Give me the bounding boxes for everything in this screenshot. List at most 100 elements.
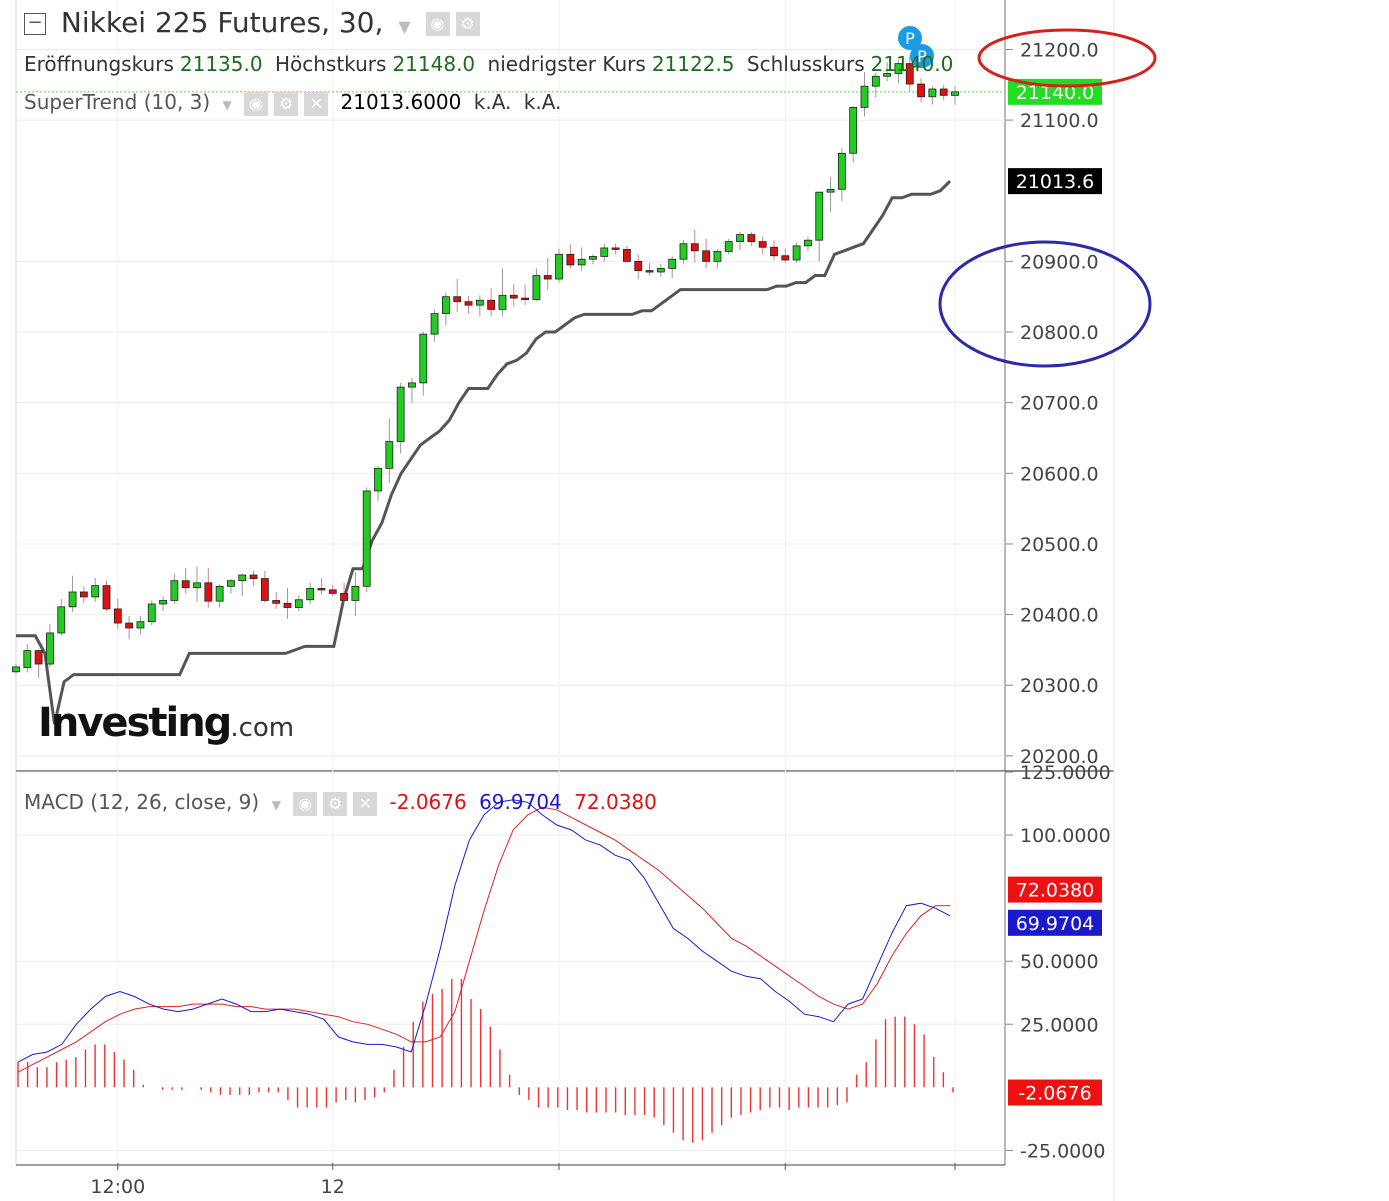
supertrend-line [16, 180, 952, 725]
annotation-ellipse-red [977, 28, 1157, 88]
macd-tick-label: 25.0000 [1020, 1014, 1099, 1036]
low-value: 21122.5 [651, 52, 735, 76]
candle-body [317, 588, 326, 591]
eye-icon[interactable]: ◉ [244, 91, 269, 116]
candle-body [113, 608, 122, 624]
candle-body [532, 275, 541, 300]
candle-body [792, 245, 801, 261]
supertrend-legend: SuperTrend (10, 3) ▼ ◉ ⚙ ✕ 21013.6000 k.A.… [24, 90, 567, 116]
candle-body [679, 243, 688, 260]
candle-body [600, 247, 609, 257]
high-value: 21148.0 [392, 52, 476, 76]
candle-body [362, 490, 371, 587]
candle-body [815, 191, 824, 241]
candle-body [215, 585, 224, 602]
macd-badge-bg [1008, 876, 1102, 903]
gear-icon[interactable]: ⚙ [274, 91, 299, 116]
supertrend-na-2: k.A. [523, 90, 562, 114]
candle-body [690, 243, 699, 252]
marker-circle [898, 26, 922, 50]
candle-body [79, 591, 88, 598]
candle-body [283, 602, 292, 608]
macd-tick-label: 100.0000 [1020, 825, 1111, 847]
logo-suffix: .com [230, 713, 295, 743]
candle-body [770, 246, 778, 257]
candle-body [125, 622, 134, 629]
candle-body [204, 582, 213, 602]
candle-body [272, 600, 281, 604]
macd-tick-label: 50.0000 [1020, 951, 1099, 973]
candle-body [577, 258, 586, 266]
candle-body [249, 574, 258, 579]
candle-body [46, 632, 54, 665]
candle-body [193, 582, 201, 589]
close-icon[interactable]: ✕ [304, 91, 329, 116]
gear-icon[interactable]: ⚙ [323, 791, 348, 816]
macd-badge-bg [1008, 1079, 1102, 1106]
candle-body [385, 441, 394, 469]
candle-body [928, 88, 937, 98]
candle-body [498, 294, 507, 310]
close-icon[interactable]: ✕ [353, 791, 378, 816]
price-tick-label: 20200.0 [1020, 746, 1099, 768]
candle-body [668, 258, 677, 269]
price-tick-label: 21200.0 [1020, 39, 1099, 61]
logo-name: Investing [38, 700, 232, 746]
macd-signal-value: 72.0380 [574, 790, 657, 814]
candle-body [951, 91, 959, 96]
candle-body [374, 467, 382, 492]
supertrend-na-1: k.A. [473, 90, 512, 114]
candle-body [91, 585, 100, 598]
eye-icon[interactable]: ◉ [425, 12, 450, 36]
gear-icon[interactable]: ⚙ [455, 12, 480, 36]
candle-body [917, 83, 925, 98]
supertrend-badge-bg [1008, 168, 1102, 195]
candle-body [487, 299, 496, 310]
candle-body [543, 275, 552, 280]
candle-body [758, 241, 767, 248]
candle-body [555, 253, 563, 280]
chevron-down-icon[interactable]: ▼ [271, 798, 281, 812]
candle-body [656, 268, 665, 273]
candle-body [23, 650, 32, 668]
macd-tick-label: 125.0000 [1020, 762, 1111, 784]
eye-icon[interactable]: ◉ [293, 791, 318, 816]
candle-body [713, 251, 722, 262]
price-tick-label: 20900.0 [1020, 251, 1099, 273]
candle-body [645, 270, 654, 273]
annotation-ellipse-blue [938, 240, 1152, 368]
macd-badge: 72.0380 [1016, 880, 1095, 902]
candle-body [566, 253, 575, 266]
supertrend-label: SuperTrend (10, 3) [24, 90, 211, 114]
price-tick-label: 20500.0 [1020, 534, 1099, 556]
candle-body [871, 75, 880, 87]
candle-body [57, 606, 66, 634]
high-label: Höchstkurs [274, 52, 387, 76]
candle-body [837, 152, 846, 190]
candle-body [170, 580, 179, 601]
candle-body [894, 63, 903, 74]
marker-label: P [905, 29, 915, 48]
candle-body [294, 599, 303, 608]
main-legend: − Nikkei 225 Futures, 30, ▼ ◉ ⚙ [24, 6, 486, 39]
close-value: 21140.0 [870, 52, 954, 76]
macd-badge-bg [1008, 909, 1102, 936]
candle-body [441, 296, 450, 315]
candle-body [147, 603, 156, 623]
price-tick-label: 21100.0 [1020, 110, 1099, 132]
candle-body [34, 650, 43, 665]
candle-body [306, 588, 315, 601]
chevron-down-icon[interactable]: ▼ [222, 98, 232, 112]
chevron-down-icon[interactable]: ▼ [398, 17, 411, 36]
collapse-icon[interactable]: − [24, 13, 46, 35]
marker-circle [910, 44, 934, 68]
macd-line [17, 799, 951, 1063]
candle-body [804, 239, 812, 247]
candle-body [464, 301, 473, 306]
candle-body [12, 666, 20, 673]
candle-body [747, 234, 756, 242]
investing-logo: Investing.com [38, 700, 294, 746]
macd-badge: 69.9704 [1016, 913, 1095, 935]
candle-body [351, 585, 360, 601]
